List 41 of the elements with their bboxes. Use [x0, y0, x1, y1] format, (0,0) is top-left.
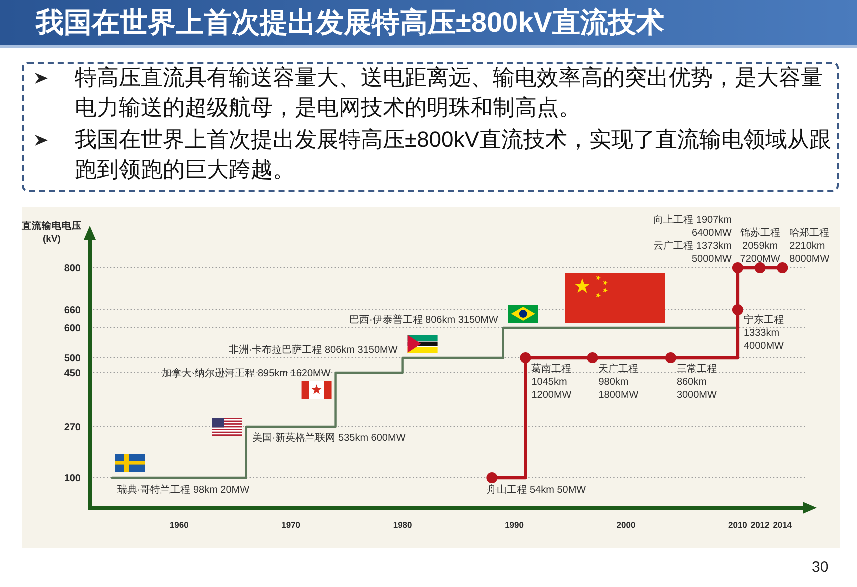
- point: [754, 262, 766, 274]
- y-tick-label: 500: [64, 354, 82, 364]
- annotation: 锦苏工程 2059km 7200MW: [739, 227, 781, 265]
- annotation: 舟山工程 54km 50MW: [487, 484, 587, 496]
- x-tick-label: 2012: [750, 520, 770, 530]
- annotation: 哈郑工程 2210km 8000MW: [790, 227, 830, 265]
- point: [486, 472, 498, 484]
- x-tick-label: 1990: [505, 520, 524, 530]
- y-tick-label: 100: [64, 474, 82, 484]
- annotation: 巴西·伊泰普工程 806km 3150MW: [349, 314, 499, 326]
- annotation: 葛南工程 1045km 1200MW: [532, 363, 572, 401]
- y-tick-label: 800: [64, 264, 82, 274]
- y-tick-label: 450: [64, 368, 82, 380]
- annotation: 宁东工程 1333km 4000MW: [744, 314, 785, 352]
- point: [777, 262, 788, 274]
- x-tick-label: 1960: [170, 520, 190, 530]
- point: [732, 262, 744, 274]
- annotation: 非洲·卡布拉巴萨工程 806km 3150MW: [228, 344, 398, 356]
- chart-title: 我国在世界上首次提出发展特高压±800kV直流技术: [36, 6, 664, 40]
- text: 特高压直流具有输送容量大、送电距离远、输电效率高的突出优势，是大容量电力输送的超级航母，是电网技术的明珠和制高点。: [75, 64, 824, 122]
- y-tick-label: 660: [64, 306, 82, 316]
- text: 30: [812, 559, 829, 577]
- point: [732, 304, 744, 316]
- annotation: 美国·新英格兰联网 535km 600MW: [252, 432, 406, 444]
- x-tick-label: 1970: [282, 520, 301, 530]
- annotation: 三常工程 860km 3000MW: [676, 363, 718, 401]
- x-tick-label: 2014: [773, 520, 792, 530]
- text: 我国在世界上首次提出发展特高压±800kV直流技术，实现了直流输电领域从跟跑到领跑的巨大跨越。: [75, 126, 832, 184]
- x-tick-label: 2010: [728, 520, 748, 530]
- annotation: 向上工程 1907km 6400MW 云广工程 1373km 5000MW: [654, 214, 733, 265]
- y-axis-title: 直流输电电压 (kV): [21, 220, 82, 245]
- x-tick-label: 1980: [393, 520, 413, 530]
- y-tick-label: 270: [64, 422, 82, 434]
- annotation: 瑞典·哥特兰工程 98km 20MW: [117, 484, 250, 496]
- annotation: 天广工程 980km 1800MW: [598, 363, 640, 401]
- x-tick-label: 2000: [616, 520, 636, 530]
- annotation: 加拿大·纳尔逊河工程 895km 1620MW: [162, 368, 332, 380]
- y-tick-label: 600: [64, 324, 82, 334]
- point: [587, 352, 598, 364]
- point: [520, 352, 532, 364]
- point: [665, 352, 676, 364]
